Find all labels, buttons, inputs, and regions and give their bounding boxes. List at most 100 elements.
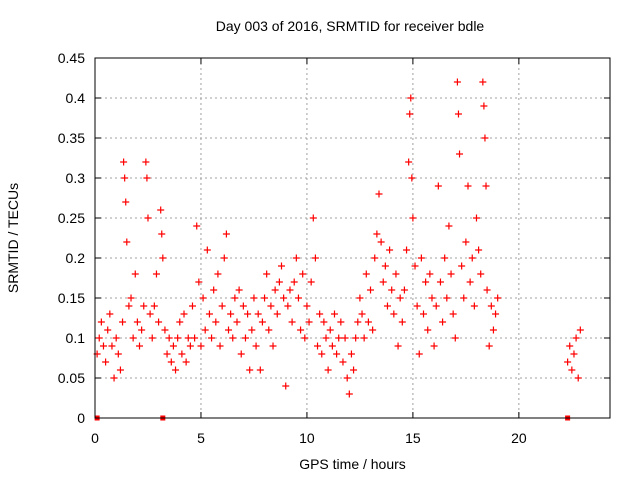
data-point <box>108 342 116 350</box>
data-point <box>218 302 226 310</box>
data-point <box>186 342 194 350</box>
data-point <box>180 310 188 318</box>
data-point <box>167 358 175 366</box>
data-point <box>231 294 239 302</box>
data-point <box>330 310 338 318</box>
data-point <box>337 318 345 326</box>
data-point <box>403 246 411 254</box>
data-point <box>482 182 490 190</box>
y-tick-label: 0.05 <box>58 370 85 386</box>
data-point <box>480 102 488 110</box>
data-point <box>299 270 307 278</box>
data-point <box>405 158 413 166</box>
data-point <box>284 302 292 310</box>
data-point <box>430 342 438 350</box>
data-point <box>360 334 368 342</box>
data-point <box>203 246 211 254</box>
data-point <box>271 286 279 294</box>
data-point <box>237 350 245 358</box>
data-point <box>362 270 370 278</box>
data-point <box>386 246 394 254</box>
data-point <box>159 254 167 262</box>
data-point <box>297 326 305 334</box>
data-point <box>258 318 266 326</box>
data-point <box>210 286 218 294</box>
data-point <box>163 350 171 358</box>
data-point <box>178 350 186 358</box>
data-point <box>197 342 205 350</box>
data-point <box>99 342 107 350</box>
data-point <box>142 158 150 166</box>
plot-frame <box>94 57 611 419</box>
data-point <box>422 278 430 286</box>
data-point <box>487 302 495 310</box>
data-point <box>127 294 135 302</box>
data-point <box>406 110 414 118</box>
data-point <box>278 262 286 270</box>
data-point <box>485 342 493 350</box>
data-point <box>383 302 391 310</box>
data-point <box>314 342 322 350</box>
y-tick-label: 0.1 <box>66 330 86 346</box>
data-point <box>492 310 500 318</box>
data-point <box>114 350 122 358</box>
data-point <box>409 214 417 222</box>
y-tick-label: 0.3 <box>66 170 86 186</box>
data-point <box>447 270 455 278</box>
data-point <box>239 302 247 310</box>
data-point <box>280 294 288 302</box>
data-point <box>350 366 358 374</box>
data-point <box>184 334 192 342</box>
data-point <box>104 326 112 334</box>
data-point <box>367 286 375 294</box>
x-tick-label: 15 <box>405 430 421 446</box>
data-point <box>148 334 156 342</box>
data-point <box>472 214 480 222</box>
data-point <box>301 334 309 342</box>
data-point <box>286 286 294 294</box>
x-tick-label: 10 <box>299 430 315 446</box>
data-point <box>415 350 423 358</box>
data-point <box>489 326 497 334</box>
data-point <box>95 334 103 342</box>
data-point <box>436 278 444 286</box>
data-point <box>568 366 576 374</box>
data-point <box>354 318 362 326</box>
data-point <box>400 286 408 294</box>
data-point <box>343 374 351 382</box>
data-point <box>352 334 360 342</box>
data-point <box>136 342 144 350</box>
data-point <box>193 222 201 230</box>
data-point <box>466 278 474 286</box>
data-point <box>158 230 166 238</box>
data-point <box>375 190 383 198</box>
data-point <box>320 318 328 326</box>
x-tick-label: 5 <box>197 430 205 446</box>
data-point <box>458 262 466 270</box>
data-point <box>443 294 451 302</box>
data-point <box>411 262 419 270</box>
data-point <box>316 310 324 318</box>
data-point <box>347 350 355 358</box>
chart-title: Day 003 of 2016, SRMTID for receiver bdl… <box>215 18 485 34</box>
data-point <box>106 310 114 318</box>
data-point <box>328 342 336 350</box>
data-point <box>318 350 326 358</box>
data-point <box>392 270 400 278</box>
data-point <box>140 302 148 310</box>
data-point <box>381 262 389 270</box>
data-point <box>419 310 427 318</box>
data-point <box>564 358 572 366</box>
data-point <box>102 358 110 366</box>
data-point <box>212 318 220 326</box>
data-point <box>143 174 151 182</box>
data-point <box>460 294 468 302</box>
x-tick-label: 20 <box>511 430 527 446</box>
data-point <box>462 238 470 246</box>
data-point <box>133 318 141 326</box>
data-point <box>275 278 283 286</box>
x-axis-label: GPS time / hours <box>299 456 406 472</box>
data-point <box>155 318 163 326</box>
data-point <box>97 318 105 326</box>
data-point <box>214 270 222 278</box>
